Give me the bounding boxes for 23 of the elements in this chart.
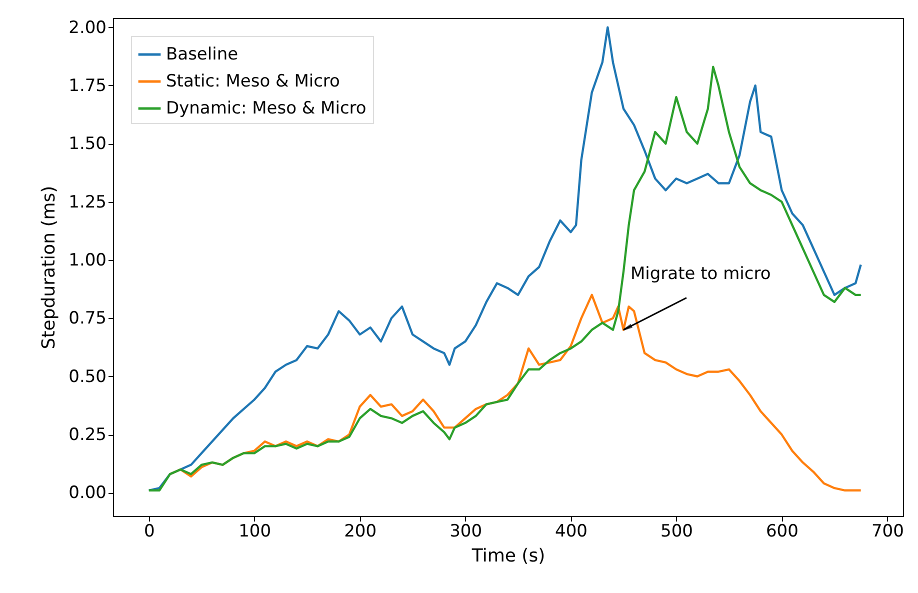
- legend-label: Static: Meso & Micro: [166, 72, 340, 92]
- y-tick-label: 0.00: [68, 483, 106, 504]
- x-tick-label: 700: [871, 522, 904, 542]
- annotation: Migrate to micro: [630, 264, 771, 284]
- y-tick-label: 1.50: [68, 134, 106, 154]
- y-tick-label: 0.75: [68, 308, 106, 329]
- y-tick-label: 1.00: [68, 250, 106, 271]
- y-tick-label: 0.50: [68, 366, 106, 387]
- x-axis-title: Time (s): [470, 546, 546, 566]
- legend-label: Baseline: [166, 44, 238, 64]
- x-tick-label: 100: [238, 522, 272, 542]
- legend-label: Dynamic: Meso & Micro: [166, 98, 366, 118]
- y-tick-label: 1.75: [68, 76, 106, 96]
- y-tick-label: 2.00: [68, 18, 106, 38]
- x-tick-label: 500: [660, 522, 693, 542]
- x-tick-label: 300: [450, 522, 482, 542]
- y-tick-label: 1.25: [68, 192, 106, 212]
- x-tick-label: 600: [766, 522, 798, 542]
- x-tick-label: 0: [144, 522, 155, 542]
- x-tick-label: 400: [555, 522, 588, 542]
- y-tick-label: 0.25: [68, 425, 106, 446]
- y-axis-title: Stepduration (ms): [38, 186, 60, 350]
- x-tick-label: 200: [344, 522, 377, 542]
